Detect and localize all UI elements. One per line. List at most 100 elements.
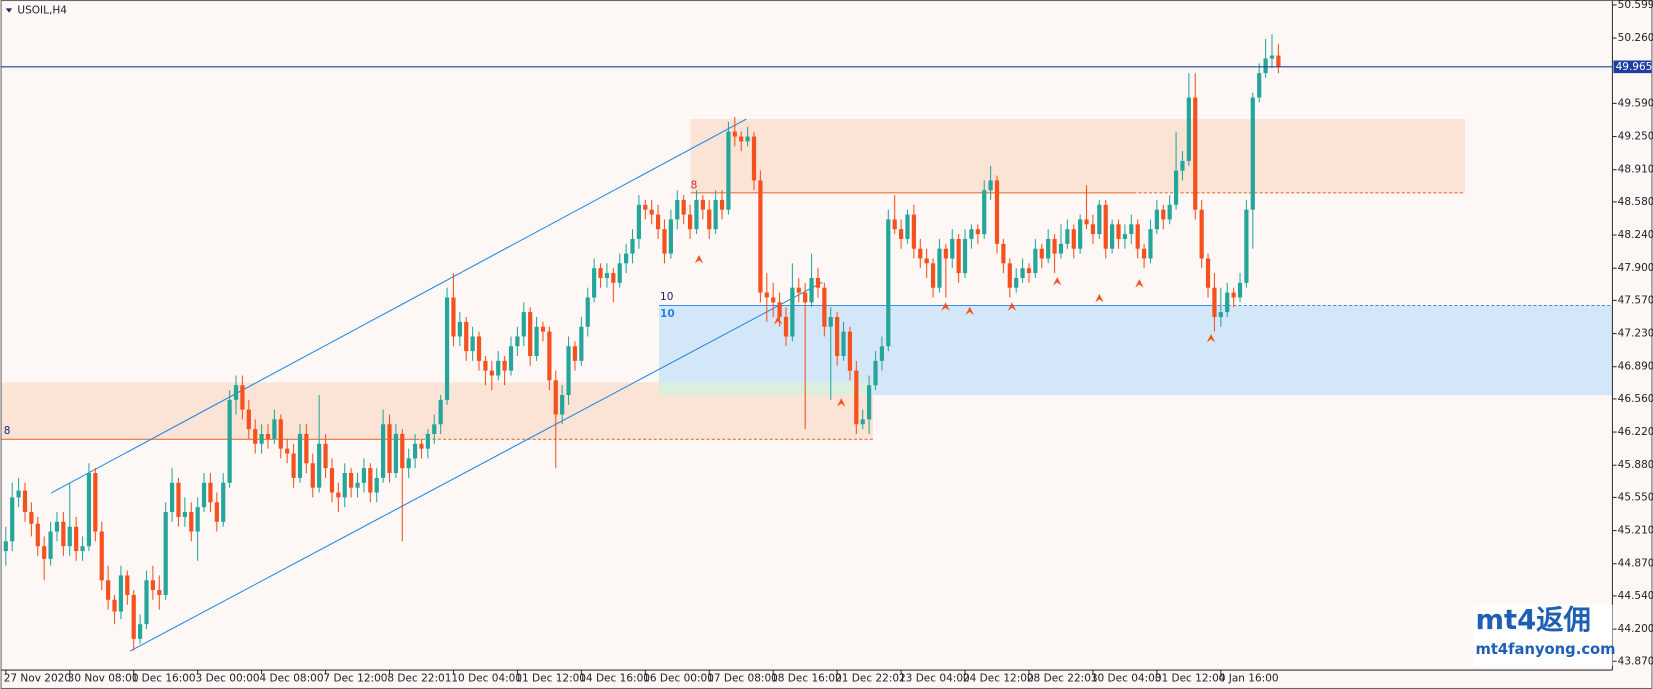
candle-body: [681, 199, 686, 215]
candle-body: [860, 419, 865, 425]
candle-body: [943, 248, 948, 259]
candle-body: [572, 346, 578, 361]
candle-body: [3, 541, 8, 552]
candle-body: [700, 199, 705, 210]
candle-body: [400, 434, 405, 469]
candle-body: [579, 326, 584, 361]
candle-body: [297, 434, 303, 478]
candle-body: [74, 526, 79, 552]
candle-body: [10, 497, 15, 542]
candle-body: [182, 512, 187, 517]
candle-body: [349, 473, 354, 488]
candle-body: [585, 297, 590, 327]
candle-body: [125, 575, 130, 595]
candle-body: [1180, 160, 1185, 171]
candle-body: [496, 360, 501, 376]
y-tick-label: 48.240: [1618, 229, 1653, 241]
candle-body: [259, 434, 264, 444]
candle-body: [214, 502, 219, 522]
candle-body: [48, 531, 53, 559]
candle-body: [521, 312, 526, 337]
candle-body: [246, 409, 251, 430]
candle-body: [425, 434, 430, 449]
candle-body: [1026, 268, 1032, 274]
x-tick-label: 4 Jan 16:00: [1219, 672, 1279, 684]
candle-body: [847, 331, 853, 371]
candle-body: [988, 180, 993, 191]
candle-body: [662, 229, 667, 254]
candle-body: [630, 238, 635, 254]
candle-body: [982, 190, 987, 235]
candle-body: [694, 199, 699, 230]
candle-body: [1014, 277, 1019, 288]
candle-body: [956, 238, 961, 274]
candle-body: [285, 448, 290, 454]
candle-body: [86, 473, 92, 547]
candle-body: [169, 482, 175, 513]
candle-body: [1046, 238, 1051, 259]
candle-body: [751, 136, 757, 181]
candle-body: [67, 526, 72, 547]
x-tick-label: 24 Dec 12:00: [963, 672, 1034, 684]
candle-body: [1250, 97, 1255, 210]
annotation: 10: [660, 291, 673, 303]
candle-body: [42, 546, 47, 559]
candle-body: [534, 326, 539, 356]
y-tick-label: 44.870: [1618, 558, 1653, 570]
x-tick-label: 3 Dec 00:00: [196, 672, 260, 684]
candle-body: [304, 434, 309, 464]
candle-body: [508, 346, 514, 371]
candle-body: [937, 248, 942, 288]
candle-body: [553, 380, 558, 415]
candle-body: [1161, 209, 1166, 220]
candle-body: [783, 316, 789, 337]
candle-body: [1052, 238, 1057, 254]
candle-body: [1090, 224, 1096, 235]
candle-body: [867, 385, 872, 420]
candle-body: [796, 287, 801, 293]
candle-body: [873, 360, 878, 386]
candle-body: [598, 268, 603, 278]
annotation: 8: [691, 179, 698, 191]
candle-body: [1231, 292, 1236, 298]
candle-body: [1154, 209, 1159, 230]
candle-body: [137, 624, 143, 639]
candle-body: [368, 468, 373, 493]
candle-body: [157, 590, 162, 595]
candle-body: [547, 331, 552, 381]
candle-body: [969, 229, 974, 239]
candle-body: [815, 277, 821, 288]
y-tick-label: 49.590: [1618, 97, 1653, 109]
candle-body: [150, 580, 155, 591]
x-tick-label: 14 Dec 16:00: [579, 672, 650, 684]
x-tick-label: 31 Dec 12:00: [1155, 672, 1226, 684]
candle-body: [540, 326, 546, 332]
candle-body: [1097, 204, 1102, 235]
candle-body: [1276, 55, 1281, 67]
candle-body: [29, 512, 34, 524]
candle-body: [272, 419, 277, 439]
channel-line: [129, 281, 823, 652]
candle-body: [879, 346, 885, 361]
watermark-box: [1473, 604, 1613, 666]
y-tick-label: 47.230: [1618, 328, 1653, 340]
candle-body: [1186, 97, 1191, 161]
candle-body: [489, 370, 494, 376]
x-tick-label: 11 Dec 12:00: [515, 672, 586, 684]
candle-body: [1129, 224, 1134, 235]
candle-body: [803, 292, 808, 303]
x-tick-label: 28 Dec 22:01: [1027, 672, 1098, 684]
candle-body: [592, 268, 597, 298]
candle-body: [291, 453, 296, 478]
candle-body: [502, 360, 507, 371]
candle-body: [355, 482, 360, 488]
candle-body: [1237, 282, 1243, 298]
candle-body: [22, 490, 28, 513]
candle-body: [1122, 234, 1128, 239]
candle-body: [962, 238, 968, 274]
candle-body: [35, 523, 40, 547]
y-tick-label: 50.599: [1618, 0, 1653, 11]
y-tick-label: 44.200: [1618, 623, 1653, 635]
candle-body: [1141, 248, 1147, 259]
